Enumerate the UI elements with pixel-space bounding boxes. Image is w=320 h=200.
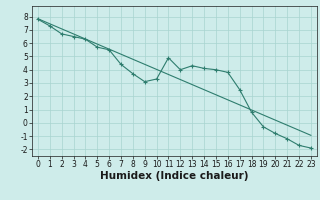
X-axis label: Humidex (Indice chaleur): Humidex (Indice chaleur) <box>100 171 249 181</box>
